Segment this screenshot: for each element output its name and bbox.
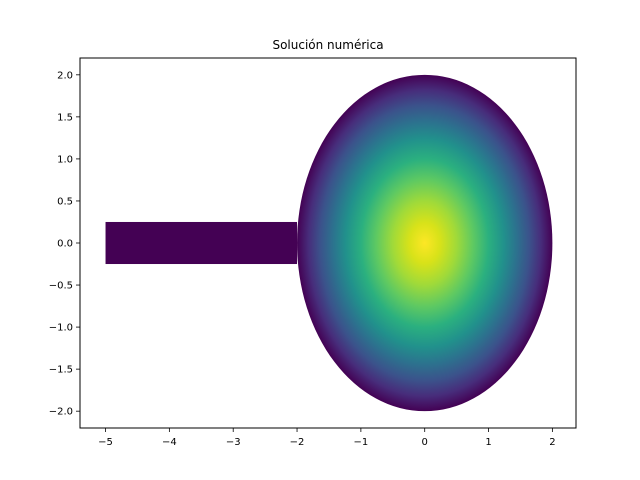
- y-tick-label: 0.0: [57, 239, 73, 250]
- y-tick-label: 1.5: [57, 112, 73, 123]
- x-tick-label: −5: [98, 437, 113, 448]
- ellipse-region: [297, 74, 553, 412]
- x-tick-label: −4: [162, 437, 177, 448]
- y-tick-label: −1.0: [49, 323, 73, 334]
- y-axis: −2.0 −1.5 −1.0 −0.5 0.0 0.5 1.0 1.5 2.0: [49, 70, 80, 418]
- y-tick-label: −1.5: [49, 365, 73, 376]
- y-tick-label: −2.0: [49, 407, 73, 418]
- y-tick-label: 2.0: [57, 70, 73, 81]
- x-tick-label: −1: [354, 437, 369, 448]
- y-tick-label: 1.0: [57, 154, 73, 165]
- y-tick-label: 0.5: [57, 196, 73, 207]
- channel-region: [105, 221, 298, 265]
- plot-area: [105, 74, 553, 412]
- x-tick-label: −3: [226, 437, 241, 448]
- x-tick-label: 0: [422, 437, 428, 448]
- x-tick-label: 2: [549, 437, 555, 448]
- y-tick-label: −0.5: [49, 281, 73, 292]
- x-axis: −5 −4 −3 −2 −1 0 1 2: [98, 428, 556, 448]
- x-tick-label: 1: [485, 437, 491, 448]
- chart-title: Solución numérica: [272, 38, 383, 52]
- x-tick-label: −2: [290, 437, 305, 448]
